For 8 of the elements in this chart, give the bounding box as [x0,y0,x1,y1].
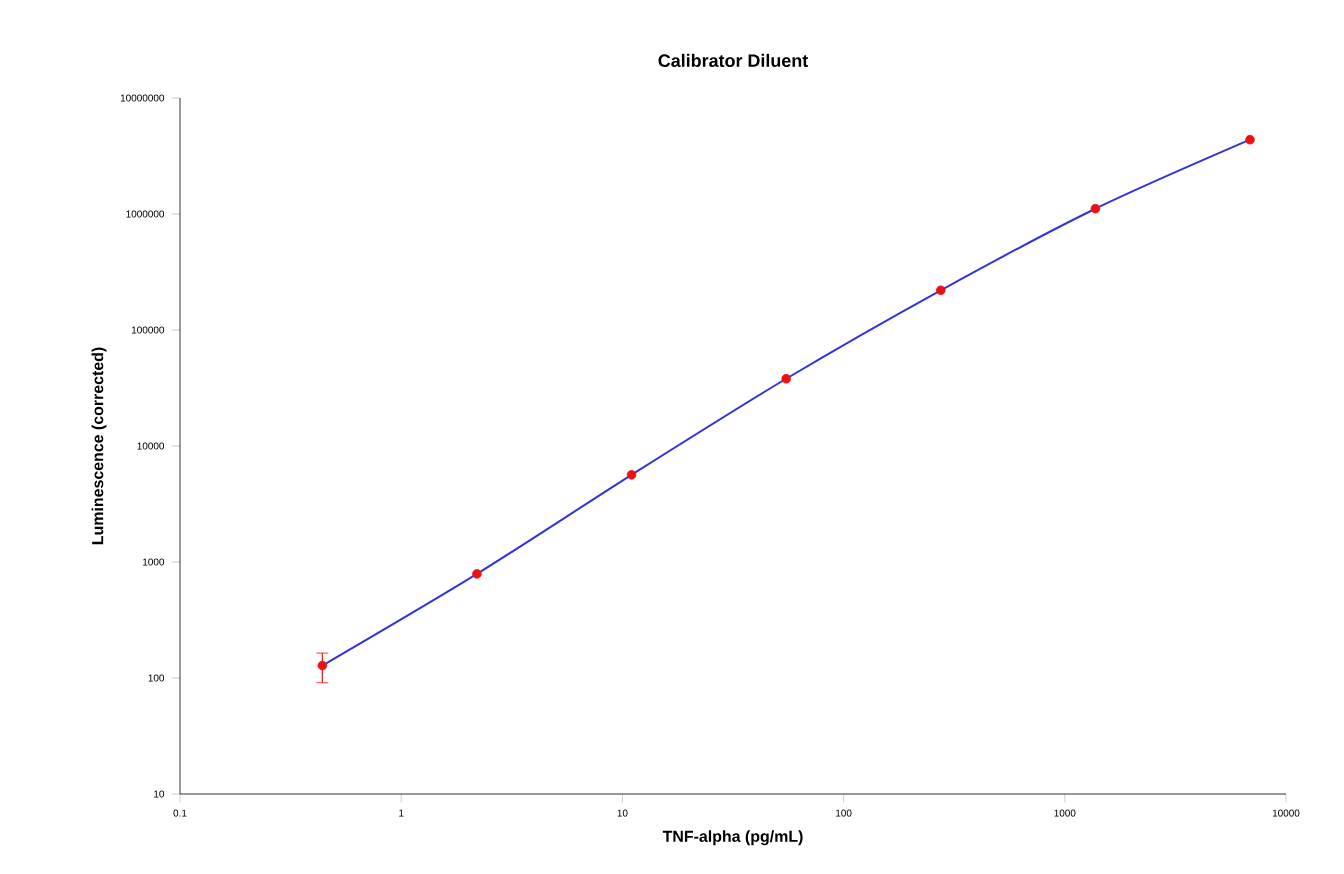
point [1245,134,1255,145]
point [1090,203,1101,214]
chart-title: Calibrator Diluent [658,53,808,67]
point [781,373,791,384]
point [626,470,637,480]
point [936,285,946,296]
point [317,660,328,671]
point [472,569,482,579]
